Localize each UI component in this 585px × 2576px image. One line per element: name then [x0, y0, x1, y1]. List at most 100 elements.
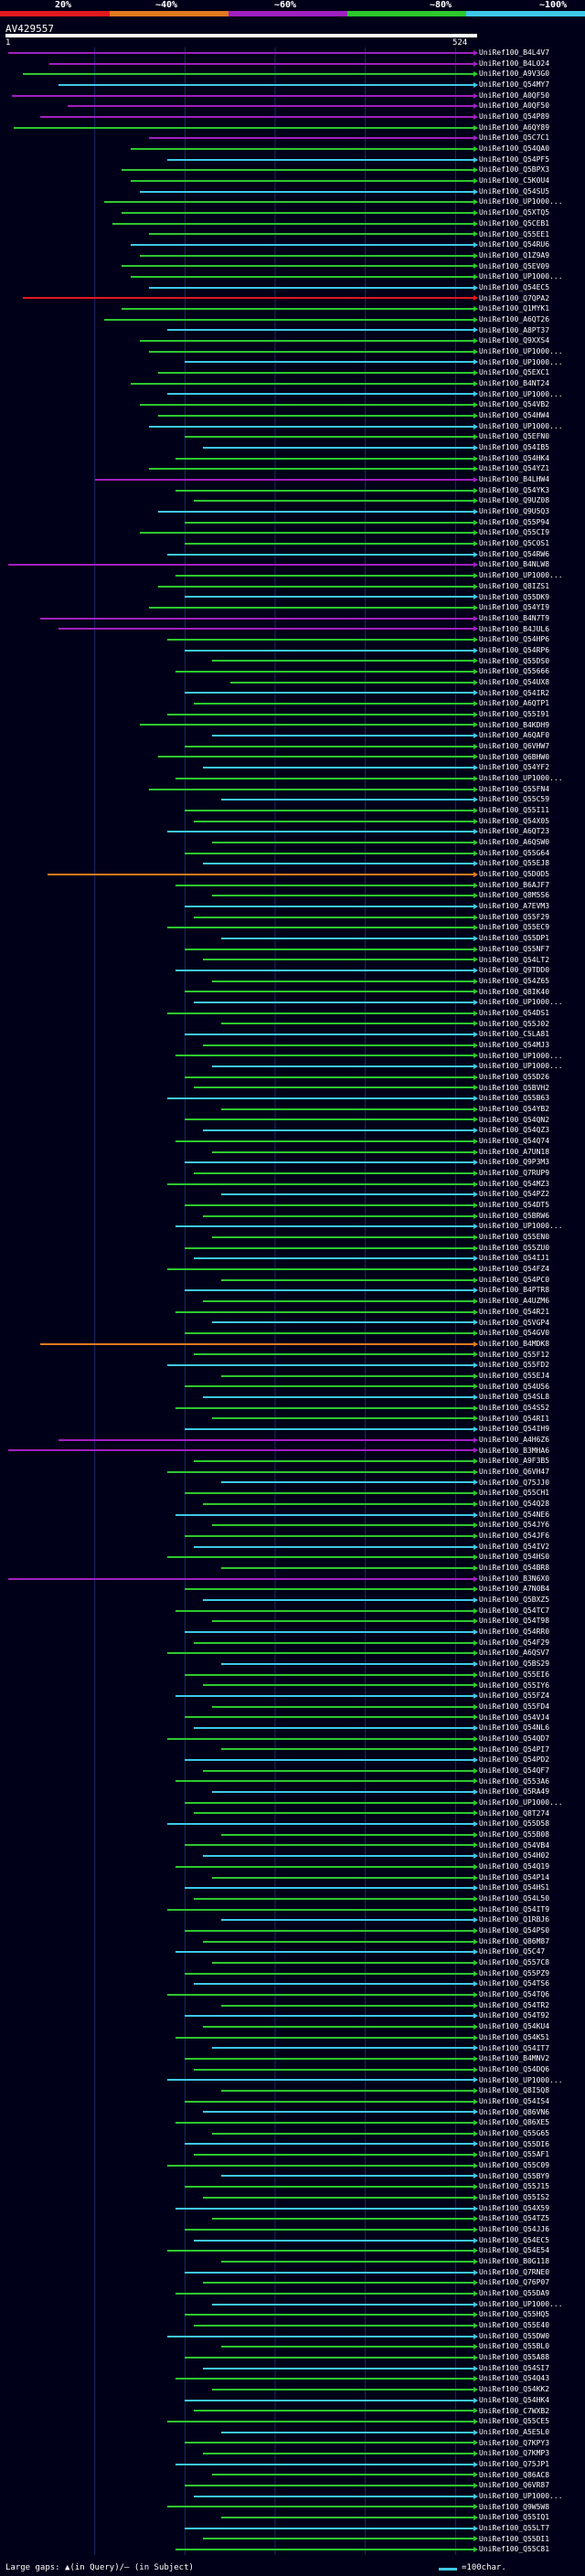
- hit-row[interactable]: UniRef100_Q54JJ6: [0, 2224, 585, 2235]
- hit-alignment-line[interactable]: [166, 158, 477, 161]
- hit-alignment-line[interactable]: [203, 2538, 477, 2540]
- hit-alignment-line[interactable]: [140, 254, 477, 257]
- hit-name-link[interactable]: UniRef100_Q55BL0: [479, 2342, 550, 2351]
- hit-alignment-line[interactable]: [131, 244, 477, 246]
- hit-name-link[interactable]: UniRef100_B4L4V7: [479, 48, 550, 57]
- hit-row[interactable]: UniRef100_Q54JY6: [0, 1520, 585, 1531]
- hit-alignment-line[interactable]: [185, 1887, 477, 1890]
- hit-alignment-line[interactable]: [140, 340, 477, 343]
- hit-row[interactable]: UniRef100_Q54T92: [0, 2010, 585, 2021]
- hit-row[interactable]: UniRef100_Q55G64: [0, 848, 585, 859]
- hit-name-link[interactable]: UniRef100_A6QAF0: [479, 731, 550, 740]
- hit-name-link[interactable]: UniRef100_B4MDK8: [479, 1339, 550, 1348]
- hit-row[interactable]: UniRef100_Q54HK4: [0, 2395, 585, 2406]
- hit-alignment-line[interactable]: [176, 1780, 477, 1783]
- hit-alignment-line[interactable]: [185, 2314, 477, 2316]
- hit-alignment-line[interactable]: [22, 73, 477, 76]
- hit-alignment-line[interactable]: [176, 1406, 477, 1409]
- hit-row[interactable]: UniRef100_UP1000...: [0, 1051, 585, 1062]
- hit-name-link[interactable]: UniRef100_Q8T274: [479, 1808, 550, 1818]
- hit-row[interactable]: UniRef100_Q54E54: [0, 2245, 585, 2256]
- hit-name-link[interactable]: UniRef100_A0QF50: [479, 101, 550, 111]
- hit-row[interactable]: UniRef100_Q54RU6: [0, 239, 585, 250]
- hit-row[interactable]: UniRef100_Q54QN2: [0, 1115, 585, 1126]
- hit-name-link[interactable]: UniRef100_Q557C8: [479, 1958, 550, 1967]
- hit-alignment-line[interactable]: [166, 2079, 477, 2082]
- hit-row[interactable]: UniRef100_A6QSW0: [0, 837, 585, 848]
- hit-alignment-line[interactable]: [194, 1353, 477, 1356]
- hit-row[interactable]: UniRef100_Q75JJ0: [0, 1478, 585, 1489]
- hit-alignment-line[interactable]: [166, 1364, 477, 1367]
- hit-name-link[interactable]: UniRef100_A9V3G0: [479, 69, 550, 79]
- hit-row[interactable]: UniRef100_Q55LT7: [0, 2523, 585, 2534]
- hit-name-link[interactable]: UniRef100_Q86AC8: [479, 2470, 550, 2479]
- hit-row[interactable]: UniRef100_A7EVM3: [0, 901, 585, 912]
- hit-name-link[interactable]: UniRef100_Q54IH9: [479, 1425, 550, 1434]
- hit-row[interactable]: UniRef100_Q55IQ1: [0, 2512, 585, 2523]
- hit-row[interactable]: UniRef100_Q54HS1: [0, 1882, 585, 1893]
- hit-row[interactable]: UniRef100_Q8M5S6: [0, 890, 585, 901]
- hit-name-link[interactable]: UniRef100_Q54PF5: [479, 154, 550, 164]
- hit-name-link[interactable]: UniRef100_Q8I5Q8: [479, 2086, 550, 2095]
- hit-name-link[interactable]: UniRef100_Q55FD2: [479, 1361, 550, 1370]
- hit-row[interactable]: UniRef100_Q55CH1: [0, 1488, 585, 1499]
- hit-row[interactable]: UniRef100_Q54PS0: [0, 1925, 585, 1936]
- hit-name-link[interactable]: UniRef100_B4NLW8: [479, 560, 550, 569]
- hit-name-link[interactable]: UniRef100_Q54NL6: [479, 1723, 550, 1733]
- hit-row[interactable]: UniRef100_Q7KPY3: [0, 2438, 585, 2449]
- hit-alignment-line[interactable]: [211, 1150, 477, 1153]
- hit-alignment-line[interactable]: [211, 2132, 477, 2135]
- hit-alignment-line[interactable]: [211, 1620, 477, 1623]
- hit-name-link[interactable]: UniRef100_Q54EC5: [479, 282, 550, 292]
- hit-name-link[interactable]: UniRef100_Q54F29: [479, 1638, 550, 1647]
- hit-row[interactable]: UniRef100_Q6BHW0: [0, 752, 585, 763]
- hit-row[interactable]: UniRef100_Q55BY9: [0, 2171, 585, 2182]
- hit-name-link[interactable]: UniRef100_Q54KU4: [479, 2022, 550, 2031]
- hit-row[interactable]: UniRef100_Q5BXZ5: [0, 1595, 585, 1606]
- hit-row[interactable]: UniRef100_Q55D58: [0, 1818, 585, 1829]
- hit-row[interactable]: UniRef100_Q7KMP3: [0, 2448, 585, 2459]
- hit-name-link[interactable]: UniRef100_Q6VHW7: [479, 741, 550, 750]
- hit-name-link[interactable]: UniRef100_A4H6Z6: [479, 1435, 550, 1444]
- hit-alignment-line[interactable]: [103, 201, 477, 204]
- hit-name-link[interactable]: UniRef100_B3N6X0: [479, 1574, 550, 1583]
- hit-row[interactable]: UniRef100_Q1Z9A9: [0, 250, 585, 261]
- hit-alignment-line[interactable]: [194, 1002, 477, 1004]
- hit-name-link[interactable]: UniRef100_Q9W5W8: [479, 2502, 550, 2511]
- hit-alignment-line[interactable]: [211, 980, 477, 982]
- hit-row[interactable]: UniRef100_B4PTR8: [0, 1285, 585, 1296]
- hit-alignment-line[interactable]: [40, 1342, 477, 1345]
- hit-name-link[interactable]: UniRef100_Q55I91: [479, 709, 550, 718]
- hit-row[interactable]: UniRef100_UP1000...: [0, 773, 585, 784]
- hit-row[interactable]: UniRef100_Q86VN6: [0, 2107, 585, 2118]
- hit-row[interactable]: UniRef100_Q54GV0: [0, 1328, 585, 1339]
- hit-name-link[interactable]: UniRef100_Q55F12: [479, 1350, 550, 1359]
- hit-alignment-line[interactable]: [157, 510, 477, 513]
- hit-row[interactable]: UniRef100_Q54IH9: [0, 1424, 585, 1435]
- hit-alignment-line[interactable]: [203, 1299, 477, 1302]
- hit-row[interactable]: UniRef100_Q54NL6: [0, 1723, 585, 1733]
- hit-alignment-line[interactable]: [185, 692, 477, 694]
- hit-name-link[interactable]: UniRef100_Q55EJ4: [479, 1371, 550, 1380]
- hit-row[interactable]: UniRef100_B4L024: [0, 58, 585, 69]
- hit-row[interactable]: UniRef100_Q54TS6: [0, 1978, 585, 1989]
- hit-row[interactable]: UniRef100_A4H6Z6: [0, 1435, 585, 1446]
- hit-row[interactable]: UniRef100_Q9UZ08: [0, 495, 585, 506]
- hit-row[interactable]: UniRef100_Q55C09: [0, 2160, 585, 2171]
- hit-name-link[interactable]: UniRef100_Q86VN6: [479, 2107, 550, 2116]
- hit-alignment-line[interactable]: [203, 1769, 477, 1772]
- hit-alignment-line[interactable]: [185, 1034, 477, 1036]
- hit-alignment-line[interactable]: [185, 521, 477, 524]
- hit-alignment-line[interactable]: [203, 2025, 477, 2028]
- hit-row[interactable]: UniRef100_Q54PD2: [0, 1754, 585, 1765]
- hit-alignment-line[interactable]: [185, 2100, 477, 2103]
- hit-alignment-line[interactable]: [194, 1460, 477, 1463]
- hit-row[interactable]: UniRef100_Q54IJ1: [0, 1253, 585, 1264]
- hit-alignment-line[interactable]: [220, 2260, 477, 2263]
- hit-row[interactable]: UniRef100_Q9P3M3: [0, 1157, 585, 1168]
- hit-name-link[interactable]: UniRef100_Q55I11: [479, 806, 550, 815]
- hit-name-link[interactable]: UniRef100_Q55EI6: [479, 1670, 550, 1679]
- hit-row[interactable]: UniRef100_Q54VJ4: [0, 1712, 585, 1723]
- hit-name-link[interactable]: UniRef100_B4MNV2: [479, 2054, 550, 2063]
- hit-row[interactable]: UniRef100_B4MDK8: [0, 1339, 585, 1350]
